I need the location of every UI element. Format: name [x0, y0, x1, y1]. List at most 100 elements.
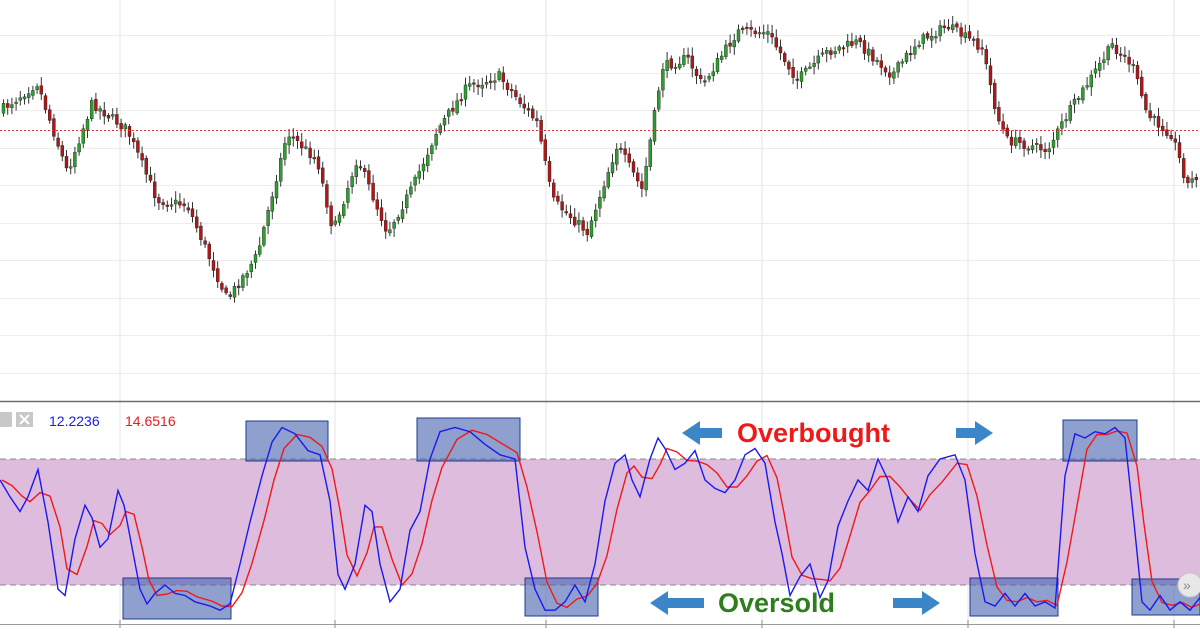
- candle-body: [774, 37, 778, 48]
- candle-body: [468, 83, 472, 87]
- candlestick: [661, 63, 665, 98]
- candle-body: [1085, 85, 1089, 88]
- scroll-control[interactable]: »: [1177, 572, 1200, 598]
- candle-body: [1076, 98, 1081, 100]
- candlestick: [665, 52, 669, 79]
- candlestick: [27, 87, 31, 104]
- candle-body: [938, 25, 942, 37]
- candlestick: [850, 32, 854, 49]
- candle-body: [39, 85, 43, 95]
- candle-body: [1177, 142, 1182, 158]
- candle-body: [73, 152, 77, 167]
- candlestick: [106, 113, 111, 122]
- candlestick: [388, 221, 392, 237]
- candlestick: [22, 93, 27, 105]
- candle-body: [589, 220, 594, 237]
- candlestick: [476, 79, 480, 96]
- candle-body: [736, 29, 741, 42]
- candle-body: [640, 181, 644, 189]
- candle-body: [879, 60, 883, 68]
- candlestick: [736, 24, 741, 44]
- candle-body: [556, 195, 560, 202]
- candle-body: [1131, 64, 1136, 67]
- candle-body: [757, 32, 762, 35]
- candlestick: [598, 190, 602, 218]
- candlestick: [270, 191, 274, 220]
- candle-body: [904, 52, 909, 63]
- candle-body: [799, 71, 804, 82]
- candlestick: [43, 93, 48, 114]
- candlestick: [862, 34, 867, 60]
- legend-value-d: 14.6516: [125, 413, 176, 429]
- candlestick: [808, 62, 812, 70]
- candlestick: [291, 128, 295, 147]
- candlestick: [463, 77, 468, 107]
- candlestick: [833, 46, 837, 58]
- candlestick: [1060, 113, 1064, 136]
- candle-body: [694, 69, 699, 76]
- candlestick: [253, 250, 258, 269]
- candlestick: [678, 56, 682, 70]
- candle-body: [543, 139, 547, 161]
- candlestick: [1131, 59, 1136, 73]
- candle-body: [455, 100, 459, 114]
- candlestick: [451, 100, 455, 116]
- overbought-annotation: Overbought: [682, 418, 993, 448]
- left-arrow-icon: [650, 591, 704, 615]
- candlestick: [279, 152, 283, 187]
- candle-body: [1068, 105, 1073, 121]
- candlestick: [699, 68, 703, 84]
- candle-body: [81, 128, 86, 144]
- candlestick: [1181, 153, 1186, 184]
- candle-body: [921, 34, 925, 44]
- candle-body: [787, 61, 791, 70]
- candlestick: [405, 189, 409, 214]
- candlestick: [35, 83, 39, 94]
- candlestick: [18, 90, 22, 106]
- candle-body: [110, 114, 115, 117]
- stoch-d-line: [1, 429, 1200, 609]
- candlestick: [997, 101, 1001, 125]
- candlestick: [745, 22, 749, 35]
- candle-body: [976, 38, 980, 50]
- pane-controls: [0, 412, 33, 427]
- candlestick: [89, 97, 94, 122]
- overbought-label: Overbought: [737, 418, 890, 448]
- candle-body: [909, 53, 913, 56]
- candle-body: [442, 118, 447, 126]
- pane-settings-button[interactable]: [0, 412, 12, 427]
- candle-body: [346, 188, 350, 203]
- candle-body: [602, 186, 606, 199]
- candle-body: [1018, 137, 1022, 143]
- candlestick: [1139, 70, 1144, 99]
- candlestick: [1194, 173, 1199, 188]
- oversold-annotation: Oversold: [650, 588, 940, 618]
- candle-body: [451, 107, 455, 112]
- candlestick: [287, 128, 291, 154]
- candle-body: [421, 163, 426, 172]
- candle-body: [232, 286, 237, 298]
- candle-body: [636, 172, 640, 182]
- candlestick: [732, 33, 736, 55]
- candlestick: [904, 50, 909, 64]
- candlestick: [52, 114, 56, 141]
- candle-body: [22, 96, 27, 100]
- scroll-right-button[interactable]: [1177, 572, 1200, 598]
- candlestick: [501, 66, 505, 90]
- candlestick: [581, 216, 585, 237]
- candlestick: [615, 143, 619, 171]
- candlestick: [1118, 47, 1123, 63]
- candle-body: [560, 201, 564, 211]
- candlestick: [1135, 61, 1140, 85]
- candle-body: [732, 40, 736, 48]
- candle-body: [106, 115, 111, 119]
- candlestick: [1081, 85, 1085, 104]
- candle-body: [1110, 43, 1115, 48]
- candle-body: [942, 25, 946, 28]
- candlestick: [951, 15, 955, 34]
- candlestick: [1186, 174, 1190, 189]
- candlestick: [400, 200, 405, 223]
- candlestick: [434, 128, 438, 150]
- candlestick: [741, 25, 745, 34]
